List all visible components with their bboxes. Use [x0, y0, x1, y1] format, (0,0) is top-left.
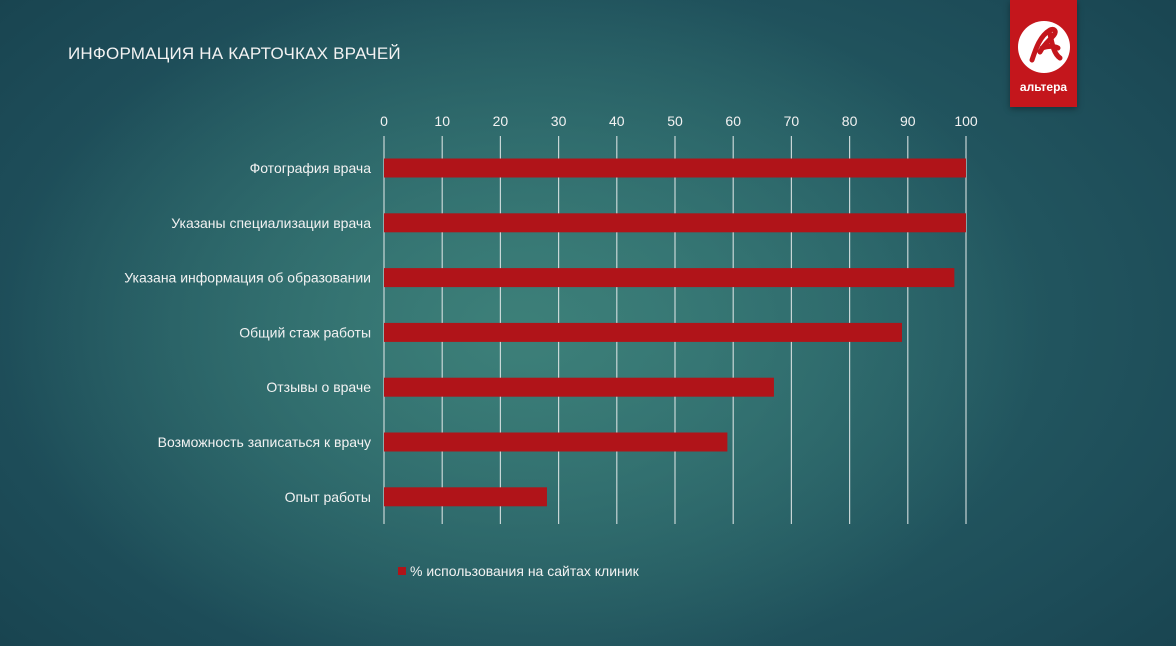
x-tick-label: 50 — [667, 113, 683, 129]
altera-logo: альтера — [1010, 0, 1077, 107]
category-label: Указаны специализации врача — [171, 215, 371, 231]
category-label: Фотография врача — [250, 160, 372, 176]
bar — [384, 377, 774, 397]
category-label: Опыт работы — [285, 489, 371, 505]
category-label: Возможность записаться к врачу — [158, 434, 371, 450]
category-label: Отзывы о враче — [266, 379, 371, 395]
bar — [384, 213, 966, 233]
x-tick-label: 70 — [784, 113, 800, 129]
bar — [384, 487, 547, 507]
x-tick-label: 20 — [493, 113, 509, 129]
altera-logo-icon — [1018, 21, 1070, 73]
x-tick-label: 80 — [842, 113, 858, 129]
bar — [384, 268, 955, 288]
category-label: Общий стаж работы — [239, 324, 371, 340]
x-tick-label: 40 — [609, 113, 625, 129]
x-tick-label: 100 — [954, 113, 978, 129]
bar — [384, 322, 902, 342]
x-tick-label: 60 — [725, 113, 741, 129]
x-tick-label: 90 — [900, 113, 916, 129]
x-tick-label: 10 — [434, 113, 450, 129]
logo-text: альтера — [1019, 80, 1068, 94]
legend-label: % использования на сайтах клиник — [410, 563, 639, 579]
page-title: ИНФОРМАЦИЯ НА КАРТОЧКАХ ВРАЧЕЙ — [68, 44, 401, 63]
bar — [384, 158, 966, 178]
x-tick-label: 30 — [551, 113, 567, 129]
bar — [384, 432, 728, 452]
legend-swatch — [398, 567, 406, 575]
category-label: Указана информация об образовании — [124, 270, 371, 286]
chart-legend: % использования на сайтах клиник — [398, 563, 639, 579]
x-tick-label: 0 — [380, 113, 388, 129]
